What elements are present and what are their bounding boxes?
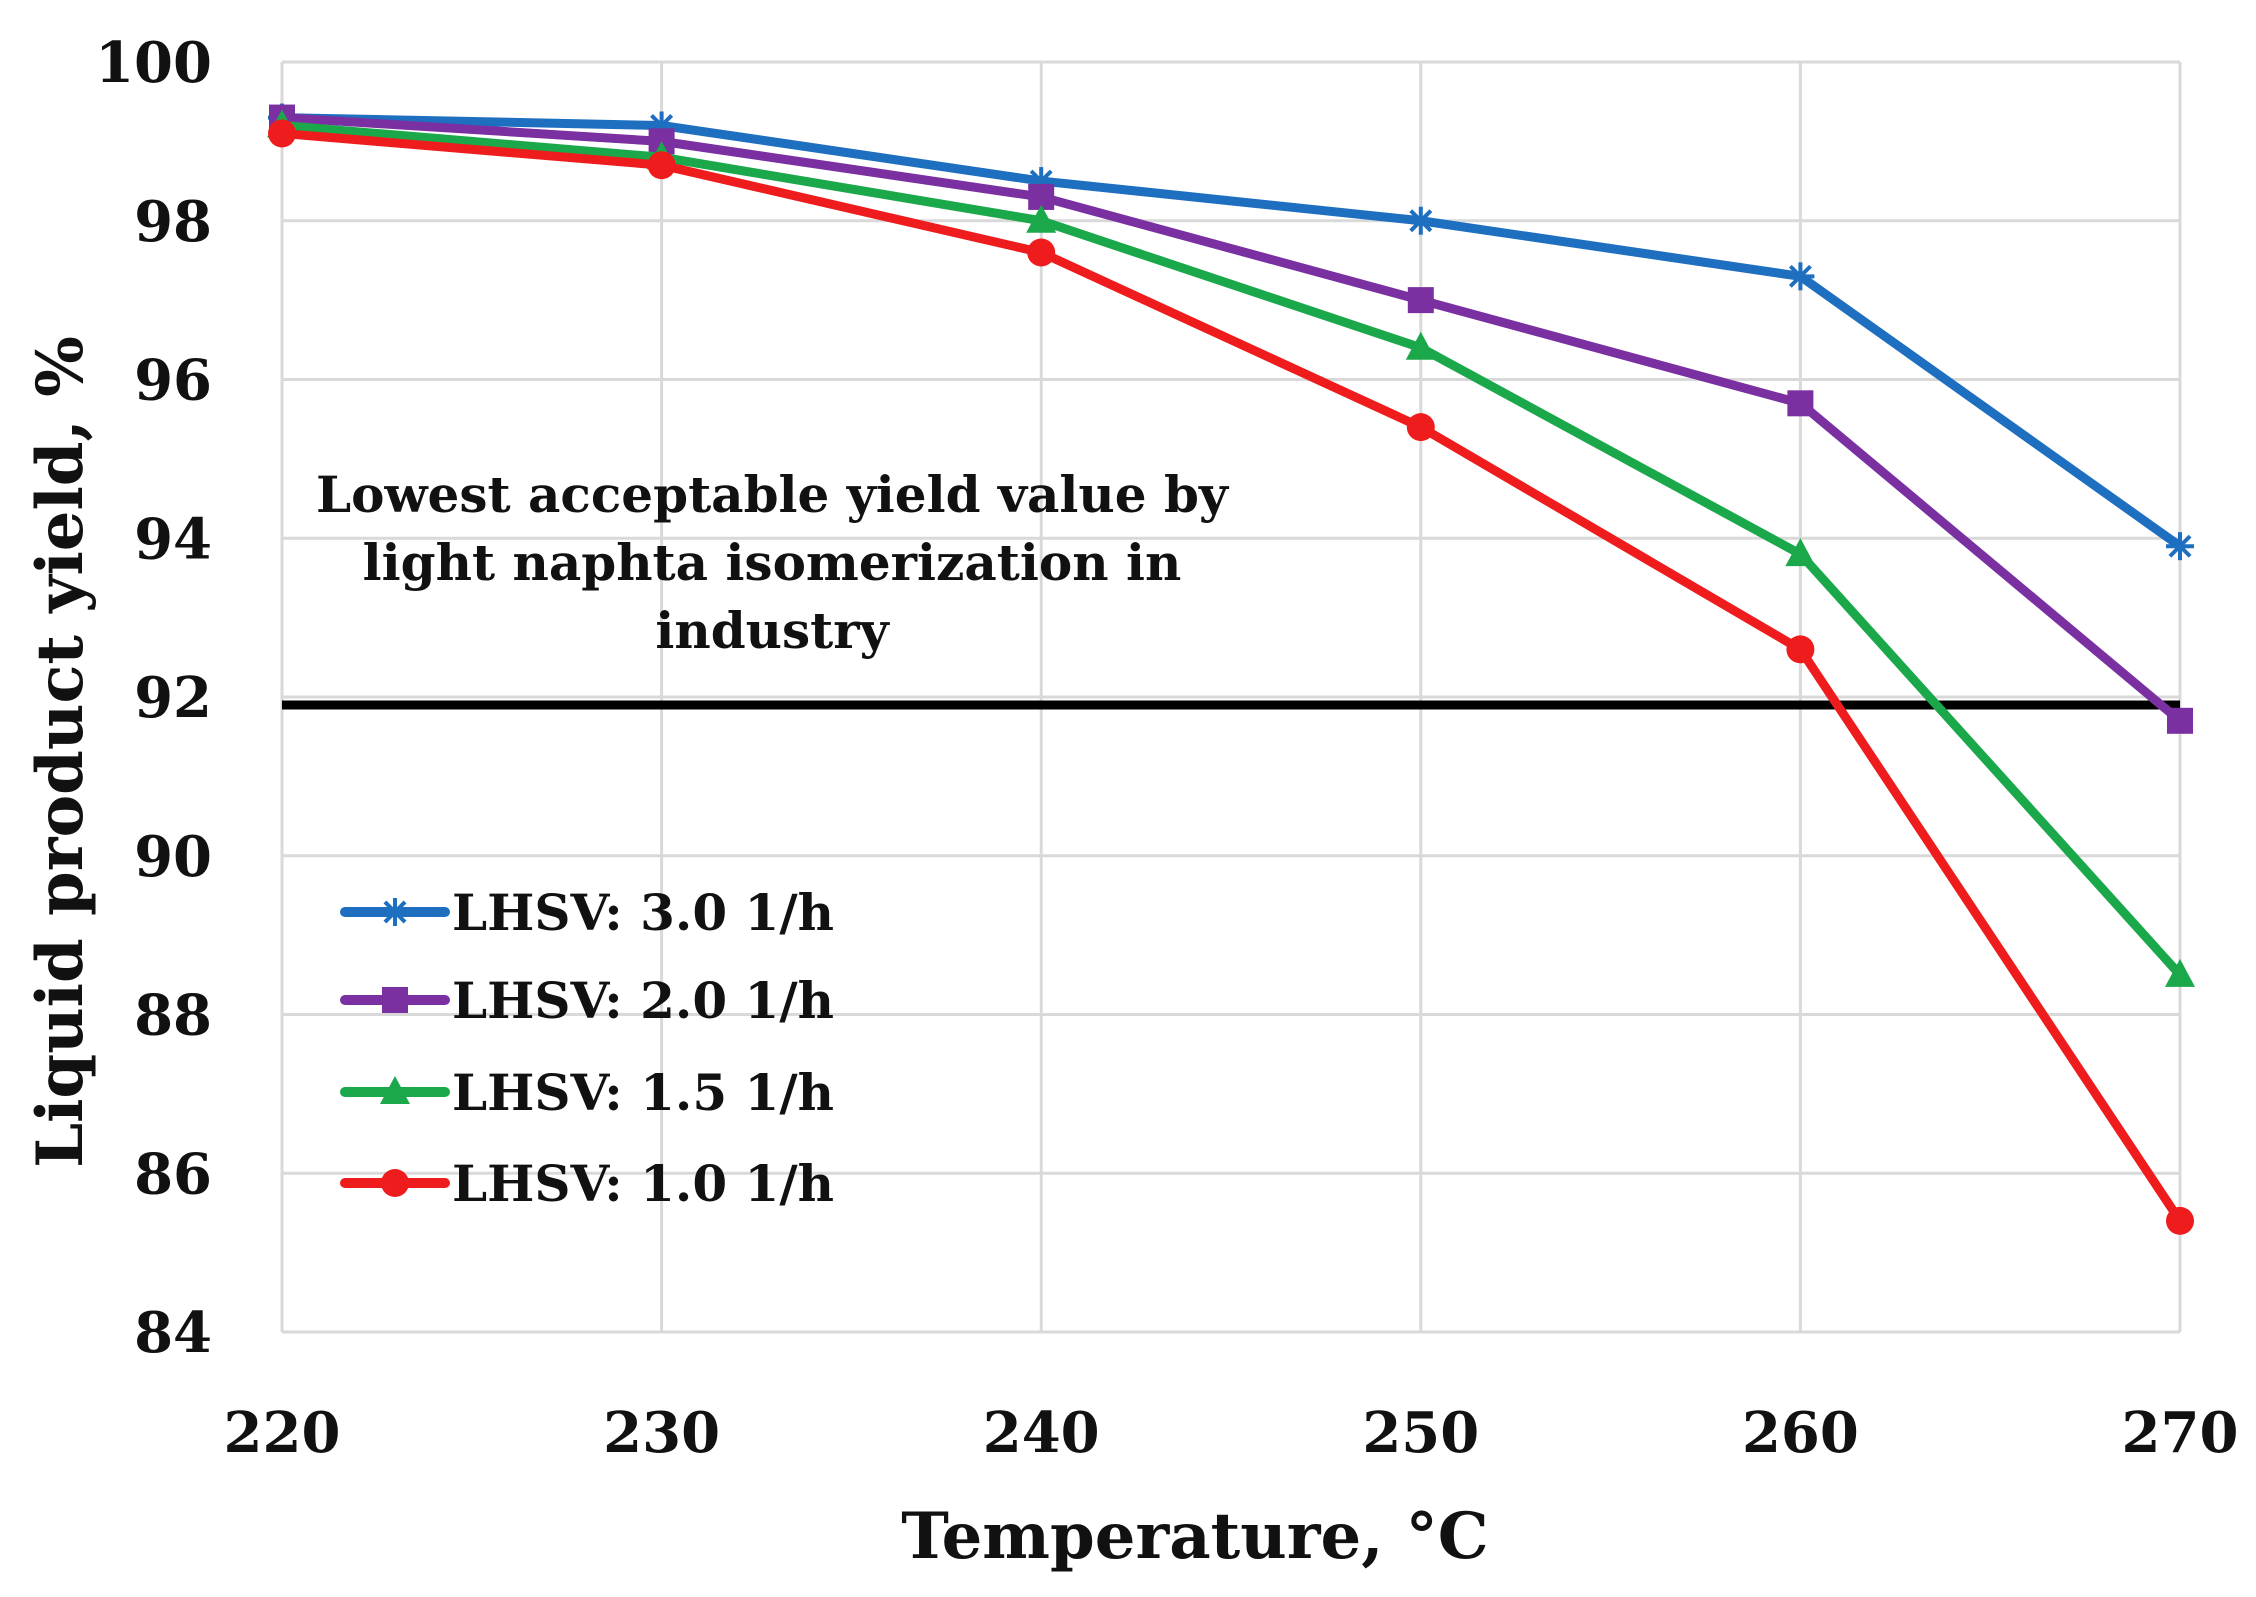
series-0 (268, 103, 2194, 561)
data-point-marker (2165, 958, 2195, 987)
legend-swatch-marker (382, 987, 408, 1013)
y-axis-tick-labels: 84 86 88 90 92 94 96 98 100 (95, 30, 212, 1366)
data-point-marker (1787, 390, 1814, 417)
data-point-marker (2166, 532, 2194, 561)
annotation-line-1: Lowest acceptable yield value by (316, 465, 1230, 524)
legend-label: LHSV: 1.0 1/h (452, 1154, 834, 1213)
x-tick-label: 240 (983, 1400, 1100, 1466)
y-tick-label: 96 (134, 348, 212, 414)
y-axis-title: Liquid product yield, % (23, 336, 98, 1168)
y-tick-label: 98 (134, 189, 212, 255)
y-tick-label: 94 (134, 506, 212, 572)
marker-stroke (1788, 264, 1812, 288)
series-group (267, 103, 2195, 1235)
legend-item: LHSV: 3.0 1/h (340, 883, 834, 942)
series-line (277, 121, 2185, 980)
x-axis-tick-labels: 220 230 240 250 260 270 (224, 1400, 2239, 1466)
y-tick-label: 88 (134, 983, 212, 1049)
marker-stroke (2168, 534, 2192, 558)
data-point-marker (2167, 707, 2193, 734)
data-point-marker (1405, 331, 1436, 360)
legend-item: LHSV: 1.0 1/h (340, 1154, 834, 1213)
data-point-marker (1407, 287, 1434, 314)
marker-stroke (1409, 209, 1433, 233)
legend-swatch-marker (381, 898, 409, 926)
legend-swatch-marker (380, 1076, 410, 1104)
data-point-marker (381, 898, 409, 926)
series-line (277, 113, 2185, 726)
data-point-marker (268, 119, 296, 148)
x-tick-label: 250 (1362, 1400, 1479, 1466)
data-point-marker (381, 1169, 409, 1197)
y-tick-label: 84 (134, 1300, 212, 1366)
legend-item: LHSV: 2.0 1/h (340, 971, 834, 1030)
y-tick-label: 90 (134, 824, 212, 890)
data-point-marker (1406, 206, 1435, 235)
gridlines (280, 60, 2182, 1334)
legend-label: LHSV: 3.0 1/h (452, 883, 834, 942)
data-point-marker (380, 1076, 410, 1104)
data-point-marker (1406, 413, 1435, 442)
data-point-marker (1786, 635, 1815, 664)
reference-annotation: Lowest acceptable yield value by light n… (316, 465, 1230, 660)
data-point-marker (1027, 238, 1056, 267)
y-tick-label: 92 (134, 665, 212, 731)
y-tick-label: 86 (134, 1141, 212, 1207)
x-tick-label: 260 (1742, 1400, 1859, 1466)
annotation-line-2: light naphta isomerization in (363, 533, 1182, 592)
data-point-marker (2166, 1206, 2194, 1235)
data-point-marker (1785, 538, 1816, 567)
marker-stroke (383, 900, 407, 924)
data-point-marker (1786, 262, 1815, 291)
data-point-marker (647, 151, 676, 180)
legend-item: LHSV: 1.5 1/h (340, 1063, 834, 1122)
x-tick-label: 220 (224, 1400, 341, 1466)
data-point-marker (1026, 204, 1057, 233)
y-tick-label: 100 (95, 30, 212, 96)
legend: LHSV: 3.0 1/h LHSV: 2.0 1/h LHSV: 1.5 1/… (340, 883, 834, 1213)
series-3 (268, 119, 2194, 1235)
x-axis-title: Temperature, °C (901, 1499, 1488, 1574)
data-point-marker (382, 987, 408, 1013)
x-tick-label: 230 (603, 1400, 720, 1466)
legend-label: LHSV: 2.0 1/h (452, 971, 834, 1030)
x-tick-label: 270 (2122, 1400, 2239, 1466)
series-line (277, 113, 2185, 551)
legend-swatch-marker (381, 1169, 409, 1197)
series-line (277, 128, 2185, 1226)
legend-label: LHSV: 1.5 1/h (452, 1063, 834, 1122)
annotation-line-3: industry (655, 601, 890, 660)
